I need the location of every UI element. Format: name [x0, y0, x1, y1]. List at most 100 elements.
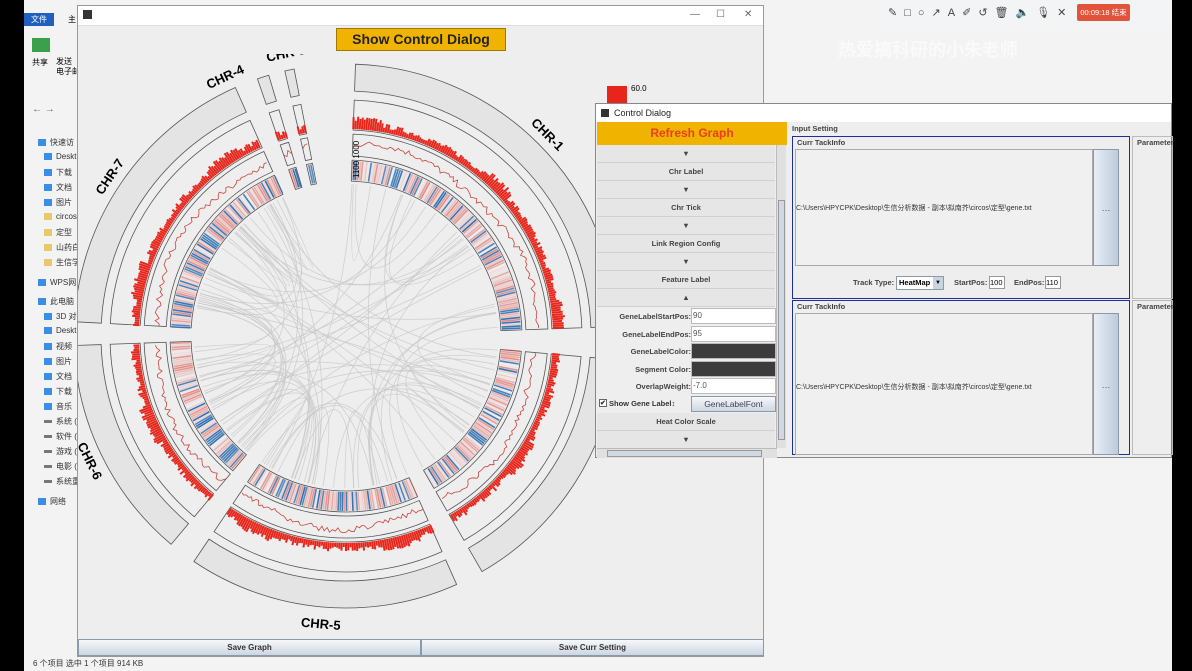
color-swatch[interactable]: [691, 343, 776, 359]
nav-item[interactable]: 软件 (: [44, 431, 77, 442]
heatmap-cell: [408, 478, 418, 497]
end-pos-input[interactable]: 110: [1045, 276, 1061, 289]
highlighter-icon[interactable]: ✐: [962, 7, 972, 19]
expand-arrow-icon[interactable]: ▼: [597, 430, 775, 449]
browse-button[interactable]: …: [1093, 149, 1119, 266]
circle-icon[interactable]: ○: [917, 6, 925, 19]
rectangle-icon[interactable]: □: [904, 6, 911, 19]
heatmap-cell: [363, 162, 368, 182]
checkbox-icon[interactable]: ✔: [599, 399, 607, 407]
heatmap-cell: [305, 487, 312, 507]
folder-icon: [44, 244, 52, 251]
nav-item[interactable]: 系统 (: [44, 416, 77, 427]
nav-item[interactable]: WPS网: [38, 277, 76, 288]
histogram-bar: [466, 503, 471, 508]
histogram-bar: [522, 442, 533, 451]
histogram-bar: [207, 169, 215, 178]
start-pos-input[interactable]: 100: [989, 276, 1005, 289]
nav-item[interactable]: 电影 (: [44, 461, 77, 472]
section-header[interactable]: Link Region Config: [597, 235, 775, 253]
mic-icon[interactable]: 🎙: [1036, 7, 1051, 19]
nav-item[interactable]: 定型: [44, 227, 72, 238]
field-input[interactable]: 90: [691, 308, 776, 324]
section-header[interactable]: Heat Color Scale: [597, 412, 775, 431]
text-icon[interactable]: A: [947, 6, 956, 19]
nav-item[interactable]: 游戏 (: [44, 446, 77, 457]
nav-item[interactable]: 下载: [44, 386, 72, 397]
horizontal-scrollbar[interactable]: [597, 448, 777, 458]
expand-arrow-icon[interactable]: ▼: [597, 145, 775, 163]
section-header[interactable]: Chr Tick: [597, 199, 775, 217]
nav-item[interactable]: 3D 对: [44, 311, 76, 322]
section-header[interactable]: Chr Label: [597, 163, 775, 181]
vertical-scrollbar[interactable]: [776, 145, 786, 448]
histogram-bar: [156, 233, 165, 240]
nav-item[interactable]: 快速访: [38, 137, 74, 148]
speaker-icon[interactable]: 🔈: [1015, 7, 1030, 19]
tab-file[interactable]: 文件: [24, 13, 54, 26]
track-path-field[interactable]: C:\Users\HPYCPK\Desktop\生信分析数据 - 副本\拟南芥\…: [795, 149, 1093, 266]
nav-item[interactable]: 山药白: [44, 242, 80, 253]
back-icon[interactable]: ← →: [32, 104, 55, 115]
chevron-down-icon[interactable]: ▼: [933, 277, 943, 289]
nav-item[interactable]: 生信学: [44, 257, 80, 268]
pen-icon[interactable]: ✎: [888, 7, 898, 19]
arrow-icon[interactable]: ↗: [931, 7, 941, 19]
nav-item[interactable]: 系统重: [44, 476, 80, 487]
save-graph-button[interactable]: Save Graph: [78, 639, 421, 656]
gene-label-font-button[interactable]: GeneLabelFont: [691, 395, 776, 412]
histogram-bar: [136, 301, 142, 305]
histogram-bar: [537, 254, 546, 260]
refresh-graph-button[interactable]: Refresh Graph: [597, 122, 787, 145]
nav-item[interactable]: 下载: [44, 167, 72, 178]
browse-button[interactable]: …: [1093, 313, 1119, 455]
field-input[interactable]: 95: [691, 325, 776, 342]
heatmap-cell: [281, 480, 290, 500]
histogram-bar: [130, 350, 140, 354]
track-path-field[interactable]: C:\Users\HPYCPK\Desktop\生信分析数据 - 副本\拟南芥\…: [795, 313, 1093, 455]
histogram-bar: [524, 226, 533, 233]
heatmap-cell: [173, 360, 193, 366]
nav-item[interactable]: 图片: [44, 356, 72, 367]
histogram-bar: [142, 413, 156, 421]
show-control-dialog-button[interactable]: Show Control Dialog: [336, 28, 506, 51]
histogram-bar: [204, 175, 210, 182]
histogram-bar: [172, 453, 178, 459]
color-swatch[interactable]: [691, 360, 776, 377]
expand-arrow-icon[interactable]: ▼: [597, 217, 775, 235]
save-setting-button[interactable]: Save Curr Setting: [421, 639, 764, 656]
email-button[interactable]: 发送 电子邮: [56, 57, 80, 76]
nav-item[interactable]: 视频: [44, 341, 72, 352]
nav-item[interactable]: Deskt: [44, 152, 76, 161]
collapse-arrow-icon[interactable]: ▲: [597, 289, 775, 307]
trash-icon[interactable]: 🗑: [994, 7, 1009, 19]
tab-home[interactable]: 主: [68, 15, 76, 24]
nav-item[interactable]: Deskt: [44, 326, 76, 335]
nav-item[interactable]: 此电脑: [38, 296, 74, 307]
histogram-bar: [540, 403, 550, 409]
expand-arrow-icon[interactable]: ▼: [597, 181, 775, 199]
histogram-bar: [377, 540, 381, 548]
nav-item[interactable]: 文档: [44, 371, 72, 382]
nav-item[interactable]: 文档: [44, 182, 72, 193]
stop-recording-button[interactable]: 00:09:18 结束: [1077, 4, 1130, 21]
nav-item[interactable]: 音乐: [44, 401, 72, 412]
share-icon[interactable]: [32, 38, 50, 52]
close-button[interactable]: ✕: [744, 9, 753, 20]
nav-item[interactable]: circos: [44, 212, 77, 221]
track-type-select[interactable]: HeatMap ▼: [896, 276, 944, 290]
field-input[interactable]: -7.0: [691, 378, 776, 394]
nav-item[interactable]: 图片: [44, 197, 72, 208]
share-button[interactable]: 共享: [32, 58, 48, 67]
maximize-button[interactable]: ☐: [716, 9, 725, 20]
show-gene-label-checkbox[interactable]: ✔ Show Gene Label↕: [599, 399, 675, 408]
section-header[interactable]: Feature Label: [597, 271, 775, 289]
expand-arrow-icon[interactable]: ▼: [597, 253, 775, 271]
parameter-panel-1: Parameter: [1132, 136, 1174, 299]
histogram-bar: [299, 129, 303, 135]
undo-icon[interactable]: ↺: [978, 7, 988, 19]
link-chord: [405, 358, 496, 451]
minimize-button[interactable]: —: [690, 9, 700, 20]
close-icon[interactable]: ✕: [1057, 7, 1067, 19]
nav-item[interactable]: 网络: [38, 496, 66, 507]
